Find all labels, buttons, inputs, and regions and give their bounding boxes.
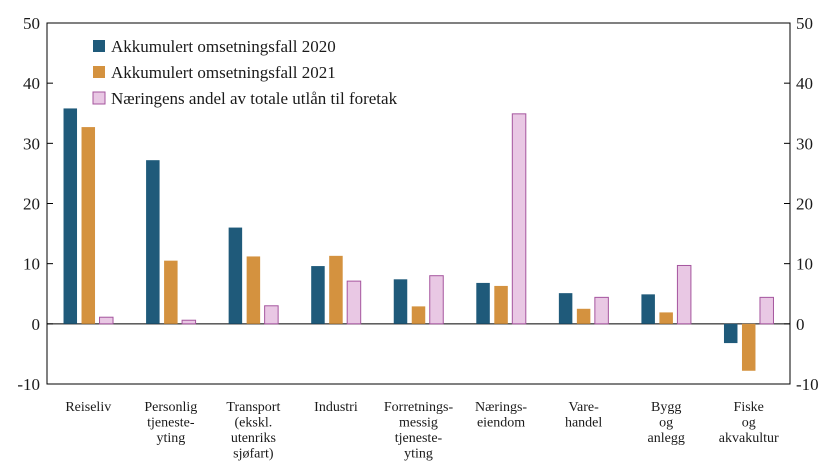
category-label: Nærings-: [475, 400, 527, 415]
y-tick-label-right: 10: [796, 255, 813, 274]
category-label: handel: [565, 416, 602, 431]
bar: [511, 113, 527, 325]
y-tick-label-left: 10: [23, 255, 40, 274]
bar: [393, 279, 408, 324]
category-label: Vare-: [568, 400, 599, 415]
category-label: Fiske: [734, 400, 764, 415]
category-label: Bygg: [651, 400, 681, 415]
chart-axes: -10 -10 0 0 10 10 20 20 30 30 40 40 50 50 Reiseliv Pers…: [17, 14, 818, 462]
category-label: yting: [404, 447, 433, 462]
y-tick-label-left: -10: [17, 375, 40, 394]
legend-swatch: [93, 40, 105, 52]
y-tick-label-right: 50: [796, 14, 813, 33]
bar: [228, 227, 243, 324]
category-label: (ekskl.: [235, 416, 273, 431]
category-label: Reiseliv: [65, 400, 111, 415]
bar: [246, 256, 261, 324]
category-label: eiendom: [477, 416, 525, 431]
y-tick-label-left: 40: [23, 74, 40, 93]
bar: [81, 127, 96, 324]
bar: [594, 296, 609, 325]
chart-legend: Akkumulert omsetningsfall 2020 Akkumulert…: [92, 37, 398, 108]
bar: [264, 305, 279, 325]
bar: [411, 306, 426, 324]
bar: [723, 323, 738, 344]
legend-label: Akkumulert omsetningsfall 2021: [111, 63, 336, 82]
category-label: og: [659, 416, 673, 431]
legend-swatch: [92, 91, 106, 105]
bar: [63, 108, 78, 324]
category-label: tjeneste-: [395, 431, 443, 446]
y-tick-label-right: -10: [796, 375, 819, 394]
chart-bars: [63, 108, 774, 371]
y-tick-label-left: 20: [23, 195, 40, 214]
bar: [476, 282, 490, 324]
bar: [146, 160, 160, 324]
bar: [676, 264, 692, 325]
category-label: Transport: [226, 400, 280, 415]
y-tick-label-left: 30: [23, 134, 40, 153]
y-tick-label-right: 20: [796, 195, 813, 214]
category-label: messig: [399, 416, 438, 431]
category-label: Industri: [314, 400, 358, 415]
bar: [741, 323, 756, 371]
bar: [346, 280, 362, 325]
bar: [659, 312, 673, 324]
bar: [164, 260, 178, 324]
y-tick-label-left: 50: [23, 14, 40, 33]
y-tick-label-right: 30: [796, 134, 813, 153]
category-label: Personlig: [144, 400, 197, 415]
bar: [576, 308, 591, 324]
legend-label: Næringens andel av totale utlån til fore…: [111, 89, 398, 108]
bar: [429, 275, 444, 325]
bar: [329, 255, 343, 324]
y-tick-label-left: 0: [32, 315, 41, 334]
legend-swatch: [93, 66, 105, 78]
category-label: tjeneste-: [147, 416, 195, 431]
bar: [494, 285, 508, 324]
bar: [311, 266, 325, 324]
bar: [759, 296, 774, 325]
bar: [181, 319, 197, 325]
bar: [641, 294, 655, 324]
category-label: yting: [156, 431, 185, 446]
y-tick-label-right: 40: [796, 74, 813, 93]
category-label: akvakultur: [719, 431, 779, 446]
y-tick-label-right: 0: [796, 315, 805, 334]
category-label: sjøfart): [233, 447, 274, 462]
bar: [99, 316, 114, 325]
bar: [558, 293, 573, 324]
category-label: og: [742, 416, 756, 431]
category-label: anlegg: [648, 431, 685, 446]
category-label: utenriks: [231, 431, 276, 446]
category-label: Forretnings-: [384, 400, 454, 415]
legend-label: Akkumulert omsetningsfall 2020: [111, 37, 336, 56]
